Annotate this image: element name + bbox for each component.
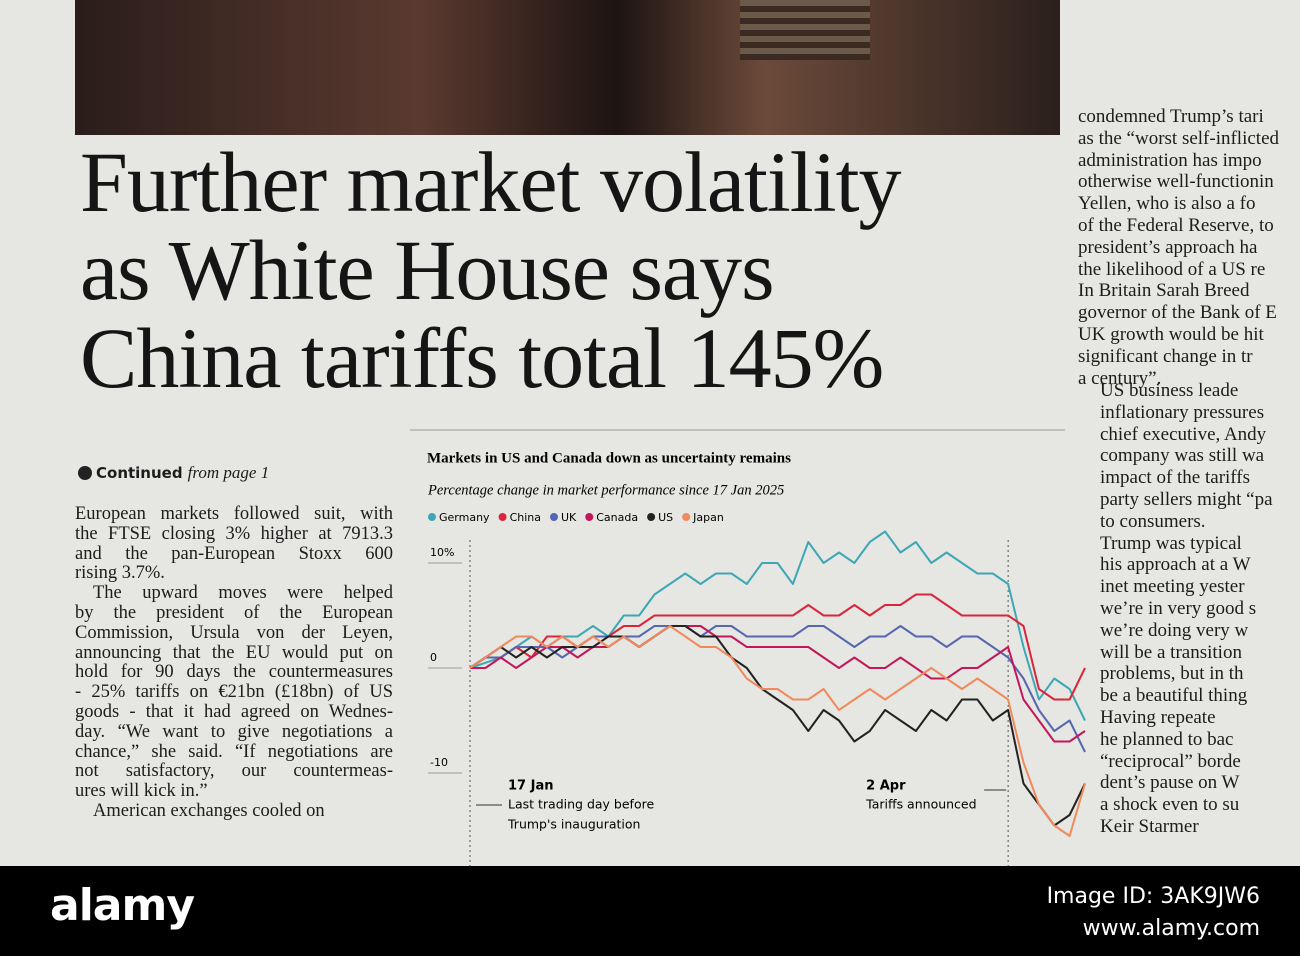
side-column: condemned Trump’s tari as the “worst self… <box>1078 106 1279 389</box>
watermark-strip: alamy Image ID: 3AK9JW6 www.alamy.com <box>0 866 1300 956</box>
text-line: of the Federal Reserve, to <box>1078 214 1274 236</box>
headline-line: as White House says <box>80 222 775 318</box>
text-line: Trump was typical <box>1100 532 1242 554</box>
text-line: he planned to bac <box>1100 728 1234 750</box>
text-line: otherwise well-functionin <box>1078 171 1274 193</box>
text-line: a century”. <box>1078 367 1162 389</box>
legend-label: UK <box>561 511 577 524</box>
text-line: his approach at a W <box>1100 554 1251 576</box>
legend-swatch <box>682 513 691 521</box>
legend-swatch <box>549 513 558 521</box>
text-line: Yellen, who is also a fo <box>1078 193 1256 215</box>
continued-note: Continued from page 1 <box>78 463 269 483</box>
series-line <box>469 625 1086 837</box>
text-line: condemned Trump’s tari <box>1078 106 1264 127</box>
x-tick-label: 2 Apr <box>866 779 906 794</box>
annotation: Tariffs announced <box>865 797 976 812</box>
series-line <box>469 625 1086 753</box>
legend-label: China <box>510 511 541 524</box>
headline-line: China tariffs total 145% <box>80 310 884 406</box>
text-line: we’re in very good s <box>1100 597 1257 619</box>
text-line: and the pan-European Stoxx 600 <box>75 543 393 564</box>
watermark-brand: alamy <box>50 880 195 931</box>
text-line: a shock even to su <box>1100 794 1240 816</box>
text-line: inet meeting yester <box>1100 576 1245 598</box>
text-line: - 25% tariffs on €21bn (£18bn) of US <box>75 682 393 703</box>
text-line: The upward moves were helped <box>93 583 393 604</box>
text-line: president’s approach ha <box>1078 236 1258 258</box>
text-line: by the president of the European <box>75 602 393 623</box>
text-line: Having repeate <box>1100 706 1216 728</box>
text-line: party sellers might “pa <box>1100 488 1273 510</box>
legend-swatch <box>585 513 594 521</box>
paragraph: The upward moves were helped by the presi… <box>75 583 393 802</box>
text-line: to consumers. <box>1100 510 1206 532</box>
text-line: not satisfactory, our countermeas- <box>75 761 393 782</box>
y-tick-label: 10% <box>430 546 454 559</box>
text-line: as the “worst self-inflicted <box>1078 127 1280 149</box>
article-column: European markets followed suit, with the … <box>75 504 393 822</box>
continued-rest: from page 1 <box>187 463 270 482</box>
text-line: impact of the tariffs <box>1100 467 1251 489</box>
text-line: US business leade <box>1100 380 1239 401</box>
text-line: Commission, Ursula von der Leyen, <box>75 622 393 643</box>
text-line: company was still wa <box>1100 445 1265 467</box>
text-line: rising 3.7%. <box>75 563 165 584</box>
text-line: hold for 90 days the countermeasures <box>75 662 393 683</box>
chart-subtitle: Percentage change in market performance … <box>427 482 784 498</box>
text-line: “reciprocal” borde <box>1100 750 1241 772</box>
text-line: governor of the Bank of E <box>1078 302 1277 324</box>
text-line: chance,” she said. “If negotiations are <box>75 741 393 762</box>
text-line: announcing that the EU would put on <box>75 642 393 663</box>
paragraph: European markets followed suit, with the … <box>75 504 393 584</box>
y-tick-label: -10 <box>430 756 448 769</box>
headline: Further market volatility as White House … <box>80 134 901 406</box>
text-line: the FTSE closing 3% higher at 7913.3 <box>75 523 393 544</box>
legend-label: US <box>658 511 673 524</box>
text-line: Keir Starmer <box>1100 815 1199 837</box>
text-line: dent’s pause on W <box>1100 772 1240 794</box>
continued-label: Continued <box>96 464 183 482</box>
text-line: day. “We want to give negotiations a <box>75 721 393 742</box>
paragraph: American exchanges cooled on <box>75 800 393 822</box>
text-line: American exchanges cooled on <box>93 800 325 821</box>
text-line: UK growth would be hit <box>1078 323 1264 345</box>
legend-label: Germany <box>439 511 490 524</box>
text-line: significant change in tr <box>1078 345 1253 367</box>
legend-label: Canada <box>596 511 638 524</box>
series-line <box>469 625 1086 827</box>
legend-swatch <box>428 513 436 521</box>
watermark-id: Image ID: 3AK9JW6 <box>1046 884 1260 909</box>
side-column: US business leade inflationary pressures c… <box>1100 380 1273 838</box>
arrow-icon <box>78 466 92 480</box>
text-line: European markets followed suit, with <box>75 504 393 524</box>
legend-swatch <box>498 513 507 521</box>
text-line: be a beautiful thing <box>1100 685 1248 707</box>
text-line: inflationary pressures <box>1100 401 1265 423</box>
text-line: In Britain Sarah Breed <box>1078 280 1250 302</box>
legend-label: Japan <box>692 511 724 524</box>
photo <box>75 0 1060 135</box>
text-line: problems, but in th <box>1100 663 1244 685</box>
annotation: Last trading day before <box>508 797 654 812</box>
series-line <box>469 530 1086 721</box>
text-line: goods - that it had agreed on Wednes- <box>75 701 393 722</box>
chart-title: Markets in US and Canada down as uncerta… <box>427 450 791 466</box>
watermark-url: www.alamy.com <box>1082 916 1260 941</box>
x-tick-label: 17 Jan <box>508 779 553 794</box>
y-tick-label: 0 <box>430 651 437 664</box>
headline-line: Further market volatility <box>80 134 901 230</box>
text-line: ures will kick in.” <box>75 781 208 802</box>
photo-detail <box>740 0 870 60</box>
text-line: will be a transition <box>1100 641 1242 663</box>
text-line: administration has impo <box>1078 149 1262 171</box>
series-line <box>470 625 1086 743</box>
text-line: we’re doing very w <box>1100 619 1249 641</box>
legend-swatch <box>647 513 656 521</box>
annotation: Trump's inauguration <box>507 817 640 832</box>
text-line: chief executive, Andy <box>1100 423 1267 445</box>
text-line: the likelihood of a US re <box>1078 258 1266 280</box>
